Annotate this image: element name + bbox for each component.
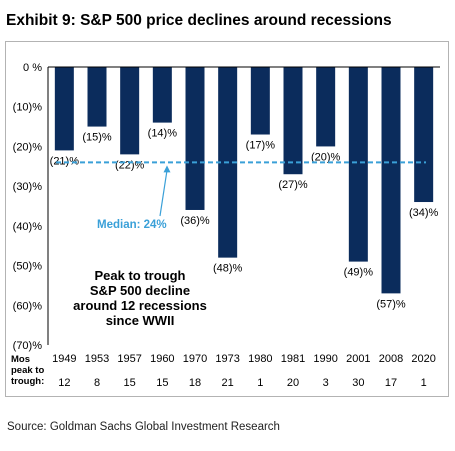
x-tick-label: 1973 [215, 353, 239, 365]
y-tick-label: (60)% [13, 300, 43, 312]
bar-value-label: (36)% [180, 215, 210, 227]
bar [152, 67, 172, 123]
bar-value-label: (34)% [409, 207, 439, 219]
annotation-text: since WWII [106, 313, 175, 328]
bar-value-label: (14)% [148, 128, 178, 140]
x-tick-label: 1957 [117, 353, 141, 365]
y-tick-label: (50)% [13, 261, 43, 273]
bar-value-label: (48)% [213, 263, 243, 275]
y-tick-label: (10)% [13, 102, 43, 114]
bar [348, 67, 368, 262]
source-note: Source: Goldman Sachs Global Investment … [7, 421, 280, 433]
y-tick-label: (20)% [13, 141, 43, 153]
months-value: 15 [124, 377, 136, 389]
bar-value-label: (20)% [311, 151, 341, 163]
annotation-text: Peak to trough [94, 268, 185, 283]
x-tick-label: 1949 [52, 353, 76, 365]
y-tick-label: 0 % [23, 62, 42, 74]
chart-title: Exhibit 9: S&P 500 price declines around… [6, 12, 392, 29]
months-value: 15 [156, 377, 168, 389]
bar [381, 67, 401, 294]
months-value: 21 [222, 377, 234, 389]
y-tick-label: (70)% [13, 340, 43, 352]
median-arrowhead [163, 165, 171, 173]
months-value: 12 [58, 377, 70, 389]
annotation-text: S&P 500 decline [90, 283, 190, 298]
bar [414, 67, 434, 203]
bar [54, 67, 74, 151]
bar-value-label: (17)% [246, 140, 276, 152]
bar-value-label: (22)% [115, 159, 145, 171]
months-row-label: trough: [11, 376, 44, 387]
months-value: 3 [323, 377, 329, 389]
bar-value-label: (27)% [278, 179, 308, 191]
x-tick-label: 1990 [313, 353, 337, 365]
months-row-label: peak to [11, 365, 44, 376]
months-value: 30 [352, 377, 364, 389]
y-tick-label: (30)% [13, 181, 43, 193]
bar [250, 67, 270, 135]
bar-value-label: (49)% [344, 267, 374, 279]
bar-value-label: (15)% [82, 132, 112, 144]
months-value: 18 [189, 377, 201, 389]
x-tick-label: 1960 [150, 353, 174, 365]
months-value: 17 [385, 377, 397, 389]
median-label: Median: 24% [97, 219, 167, 231]
bar [120, 67, 140, 155]
x-tick-label: 1980 [248, 353, 272, 365]
months-value: 8 [94, 377, 100, 389]
bar [87, 67, 107, 127]
annotation-text: around 12 recessions [73, 298, 207, 313]
bar [316, 67, 336, 147]
months-value: 1 [257, 377, 263, 389]
x-tick-label: 2020 [411, 353, 435, 365]
x-tick-label: 1970 [183, 353, 207, 365]
x-tick-label: 1981 [281, 353, 305, 365]
median-arrow [159, 170, 168, 217]
x-tick-label: 1953 [85, 353, 109, 365]
y-tick-label: (40)% [13, 221, 43, 233]
months-value: 20 [287, 377, 299, 389]
bar [185, 67, 205, 210]
months-value: 1 [421, 377, 427, 389]
bar-value-label: (57)% [376, 298, 406, 310]
months-row-label: Mos [11, 354, 30, 365]
chart-frame [5, 41, 449, 397]
bar [283, 67, 303, 175]
x-tick-label: 2001 [346, 353, 370, 365]
x-tick-label: 2008 [379, 353, 403, 365]
